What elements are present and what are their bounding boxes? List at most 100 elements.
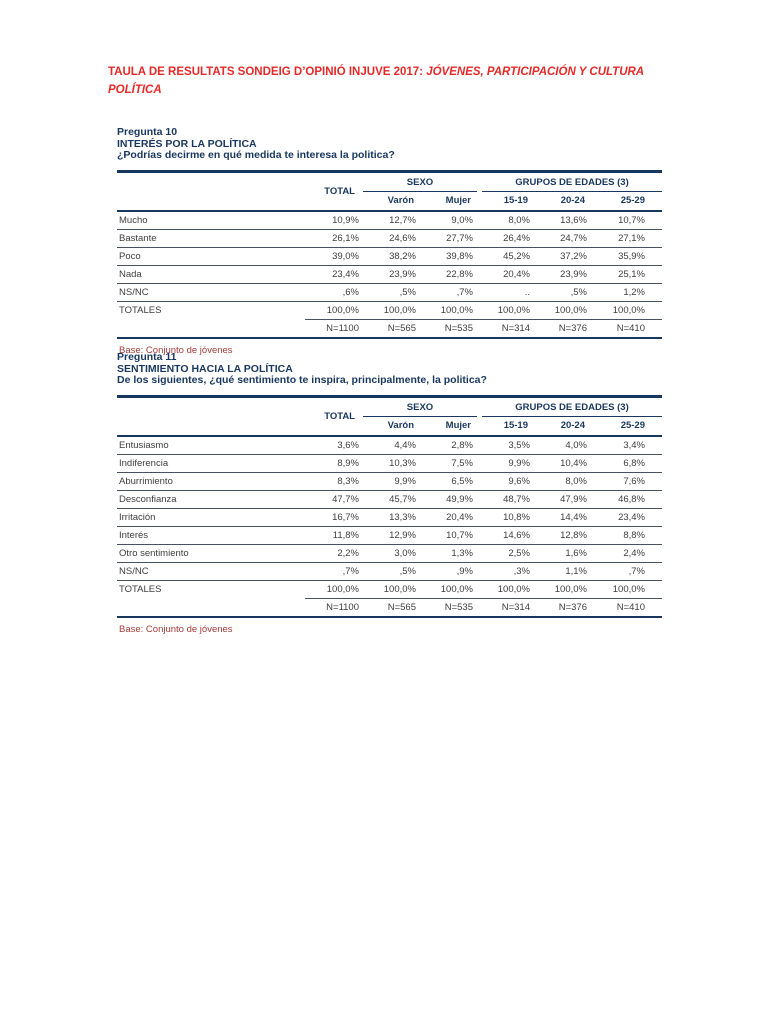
- pregunta-title: INTERÉS POR LA POLÍTICA: [117, 137, 257, 150]
- cell-value: 37,2%: [534, 247, 591, 266]
- totals-row: TOTALES 100,0% 100,0% 100,0% 100,0% 100,0% 100…: [117, 579, 662, 599]
- sample-size-value: N=314: [501, 601, 530, 613]
- pregunta-question: ¿Podrías decirme en qué medida te intere…: [117, 149, 395, 161]
- row-label: Desconfianza: [117, 490, 305, 509]
- cell-value: 1,3%: [420, 544, 477, 563]
- cell-value: 16,7%: [305, 508, 363, 527]
- col-group-edades-label: GRUPOS DE EDADES (3): [482, 401, 662, 417]
- cell-value: 8,3%: [305, 472, 363, 491]
- question-header: Pregunta 11 SENTIMIENTO HACIA LA POLÍTIC…: [117, 351, 660, 387]
- row-label: Indiferencia: [117, 454, 305, 473]
- totals-row: TOTALES 100,0% 100,0% 100,0% 100,0% 100,0% 100…: [117, 300, 662, 320]
- totals-value: 100,0%: [363, 300, 420, 320]
- sample-size-value: N=1100: [326, 322, 359, 334]
- cell-value: 10,7%: [591, 210, 662, 230]
- totals-value: 100,0%: [534, 300, 591, 320]
- cell-value: 7,5%: [420, 454, 477, 473]
- results-table: TOTAL SEXO GRUPOS DE EDADES (3) Varón Mu…: [117, 394, 662, 618]
- title-italic-part: JÓVENES, PARTICIPACIÓN Y CULTURA POLÍTIC…: [108, 66, 644, 96]
- sample-size-value: N=314: [501, 322, 530, 334]
- cell-value: 46,8%: [591, 490, 662, 509]
- cell-value: 6,5%: [420, 472, 477, 491]
- cell-value: 6,8%: [591, 454, 662, 473]
- empty-cell: [117, 319, 305, 338]
- totals-value: 100,0%: [420, 579, 477, 599]
- cell-value: 39,0%: [305, 247, 363, 266]
- col-header-varon: Varón: [363, 416, 420, 437]
- col-group-sexo: SEXO: [363, 171, 477, 192]
- cell-value: 38,2%: [363, 247, 420, 266]
- table-row: Indiferencia 8,9% 10,3% 7,5% 9,9% 10,4% 6,8%: [117, 454, 662, 473]
- cell-value: ,9%: [420, 562, 477, 581]
- table-row: Mucho 10,9% 12,7% 9,0% 8,0% 13,6% 10,7%: [117, 210, 662, 230]
- cell-value: 9,9%: [363, 472, 420, 491]
- cell-value: 26,1%: [305, 229, 363, 248]
- row-label: Aburrimiento: [117, 472, 305, 491]
- cell-value: 14,4%: [534, 508, 591, 527]
- cell-value: 45,7%: [363, 490, 420, 509]
- cell-value: 3,6%: [305, 435, 363, 455]
- results-table: TOTAL SEXO GRUPOS DE EDADES (3) Varón Mu…: [117, 169, 662, 339]
- table-row: Nada 23,4% 23,9% 22,8% 20,4% 23,9% 25,1%: [117, 265, 662, 284]
- cell-value: 8,0%: [477, 210, 534, 230]
- pregunta-title: SENTIMIENTO HACIA LA POLÍTICA: [117, 362, 293, 375]
- cell-value: 47,7%: [305, 490, 363, 509]
- sample-size-row: N=1100 N=565 N=535 N=314 N=376 N=410: [117, 319, 662, 338]
- table-row: Interés 11,8% 12,9% 10,7% 14,6% 12,8% 8,8%: [117, 526, 662, 545]
- totals-label: TOTALES: [117, 579, 305, 598]
- pregunta-10-section: Pregunta 10 INTERÉS POR LA POLÍTICA ¿Pod…: [117, 126, 662, 356]
- cell-value: ,7%: [305, 562, 363, 581]
- col-header-25-29: 25-29: [591, 416, 662, 437]
- cell-value: ..: [477, 283, 534, 302]
- cell-value: 22,8%: [420, 265, 477, 284]
- row-label: Entusiasmo: [117, 435, 305, 455]
- cell-value: 2,2%: [305, 544, 363, 563]
- cell-value: ,7%: [591, 562, 662, 581]
- col-group-sexo: SEXO: [363, 396, 477, 417]
- totals-value: 100,0%: [534, 579, 591, 599]
- base-note: Base: Conjunto de jóvenes: [119, 344, 233, 356]
- row-label: NS/NC: [117, 562, 305, 581]
- cell-value: 4,0%: [534, 435, 591, 455]
- col-header-total: TOTAL: [305, 396, 363, 437]
- cell-value: 9,9%: [477, 454, 534, 473]
- cell-value: 12,9%: [363, 526, 420, 545]
- row-label: Nada: [117, 265, 305, 284]
- totals-label: TOTALES: [117, 300, 305, 319]
- cell-value: 48,7%: [477, 490, 534, 509]
- title-bold-part: TAULA DE RESULTATS SONDEIG D’OPINIÓ INJU…: [108, 66, 427, 78]
- table-body: Entusiasmo 3,6% 4,4% 2,8% 3,5% 4,0% 3,4% Indife…: [117, 435, 662, 617]
- cell-value: 23,9%: [534, 265, 591, 284]
- table-row: Desconfianza 47,7% 45,7% 49,9% 48,7% 47,9% 46,…: [117, 490, 662, 509]
- cell-value: 12,8%: [534, 526, 591, 545]
- cell-value: ,6%: [305, 283, 363, 302]
- document-title: TAULA DE RESULTATS SONDEIG D’OPINIÓ INJU…: [108, 64, 666, 99]
- cell-value: 10,8%: [477, 508, 534, 527]
- row-label: Poco: [117, 247, 305, 266]
- cell-value: ,3%: [477, 562, 534, 581]
- row-label: NS/NC: [117, 283, 305, 302]
- cell-value: ,5%: [534, 283, 591, 302]
- row-label: Interés: [117, 526, 305, 545]
- pregunta-number: Pregunta 10: [117, 126, 178, 138]
- col-header-total: TOTAL: [305, 171, 363, 212]
- sample-size-value: N=535: [444, 322, 473, 334]
- cell-value: 27,1%: [591, 229, 662, 248]
- totals-value: 100,0%: [591, 300, 662, 320]
- table-row: Aburrimiento 8,3% 9,9% 6,5% 9,6% 8,0% 7,6%: [117, 472, 662, 491]
- sample-size-value: N=376: [558, 601, 587, 613]
- row-label: Bastante: [117, 229, 305, 248]
- totals-value: 100,0%: [591, 579, 662, 599]
- row-label: Otro sentimiento: [117, 544, 305, 563]
- table-row: Bastante 26,1% 24,6% 27,7% 26,4% 24,7% 27,1%: [117, 229, 662, 248]
- table-row: Otro sentimiento 2,2% 3,0% 1,3% 2,5% 1,6% 2,4%: [117, 544, 662, 563]
- cell-value: 8,9%: [305, 454, 363, 473]
- table-header: TOTAL SEXO GRUPOS DE EDADES (3) Varón Mu…: [117, 396, 662, 437]
- col-header-25-29: 25-29: [591, 191, 662, 212]
- cell-value: 2,5%: [477, 544, 534, 563]
- cell-value: 20,4%: [477, 265, 534, 284]
- cell-value: 23,4%: [591, 508, 662, 527]
- cell-value: 1,1%: [534, 562, 591, 581]
- cell-value: 23,9%: [363, 265, 420, 284]
